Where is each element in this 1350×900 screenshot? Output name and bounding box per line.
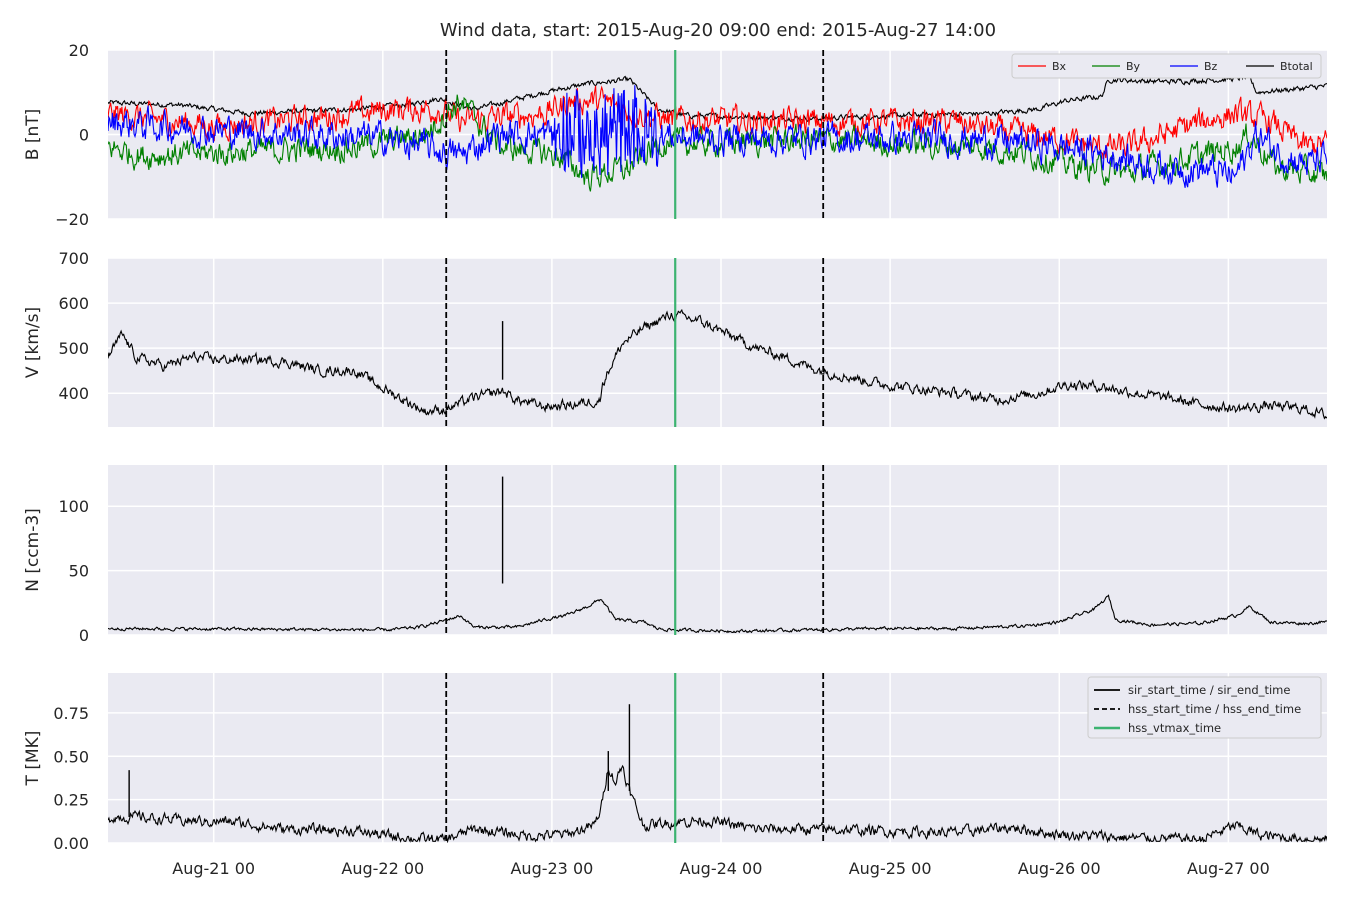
series-line-bx	[108, 85, 1327, 159]
x-tick-label: Aug-25 00	[849, 859, 932, 878]
legend-entry-label: Bz	[1204, 60, 1218, 73]
y-axis-label: T [MK]	[23, 731, 43, 787]
panel-density: 100 50 0 N [ccm-3]	[23, 465, 1327, 645]
legend-entry-label: Bx	[1052, 60, 1067, 73]
x-tick-label: Aug-23 00	[510, 859, 593, 878]
y-axis-label: N [ccm-3]	[23, 508, 43, 592]
y-tick-label: 50	[69, 562, 89, 581]
legend-entry-label: By	[1126, 60, 1141, 73]
x-tick-label: Aug-22 00	[341, 859, 424, 878]
y-axis-label: V [km/s]	[23, 307, 43, 378]
x-tick-label: Aug-21 00	[172, 859, 255, 878]
series-line-t	[108, 764, 1327, 843]
x-tick-label: Aug-27 00	[1187, 859, 1270, 878]
x-tick-label: Aug-26 00	[1018, 859, 1101, 878]
legend-box	[1087, 676, 1322, 739]
y-tick-label: 0.25	[53, 791, 89, 810]
y-tick-label: 700	[58, 249, 89, 268]
y-tick-label: 20	[69, 41, 89, 60]
y-tick-label: 100	[58, 497, 89, 516]
panel-background	[108, 465, 1327, 635]
series-line-n	[108, 594, 1327, 634]
y-tick-label: 0.50	[53, 747, 89, 766]
y-tick-label: 400	[58, 384, 89, 403]
figure-title: Wind data, start: 2015-Aug-20 09:00 end:…	[440, 20, 996, 41]
y-tick-label: 0.75	[53, 704, 89, 723]
legend-entry-label: Btotal	[1280, 60, 1313, 73]
y-tick-label: 500	[58, 339, 89, 358]
legend-box	[1011, 53, 1322, 79]
y-tick-label: 0	[79, 126, 89, 145]
series-line-bz	[108, 85, 1327, 188]
legend-entry-label: hss_vtmax_time	[1128, 721, 1221, 735]
x-tick-label: Aug-24 00	[680, 859, 763, 878]
y-axis-label: B [nT]	[23, 109, 43, 161]
legend-entry-label: hss_start_time / hss_end_time	[1128, 702, 1301, 716]
y-tick-label: 600	[58, 294, 89, 313]
y-tick-label: 0.00	[53, 834, 89, 853]
x-axis-tick-labels: Aug-21 00 Aug-22 00 Aug-23 00 Aug-24 00 Aug-…	[172, 859, 1269, 878]
legend-entry-label: sir_start_time / sir_end_time	[1128, 683, 1290, 697]
y-tick-label: 0	[79, 626, 89, 645]
legend-magnetic-field: Bx By Bz Btotal	[1011, 53, 1322, 79]
panel-background	[108, 258, 1327, 427]
y-tick-label: −20	[55, 210, 89, 229]
legend-event-times: sir_start_time / sir_end_time hss_start_t…	[1087, 676, 1322, 739]
series-line-v	[108, 308, 1327, 420]
panel-velocity: 700 600 500 400 V [km/s]	[23, 249, 1327, 427]
